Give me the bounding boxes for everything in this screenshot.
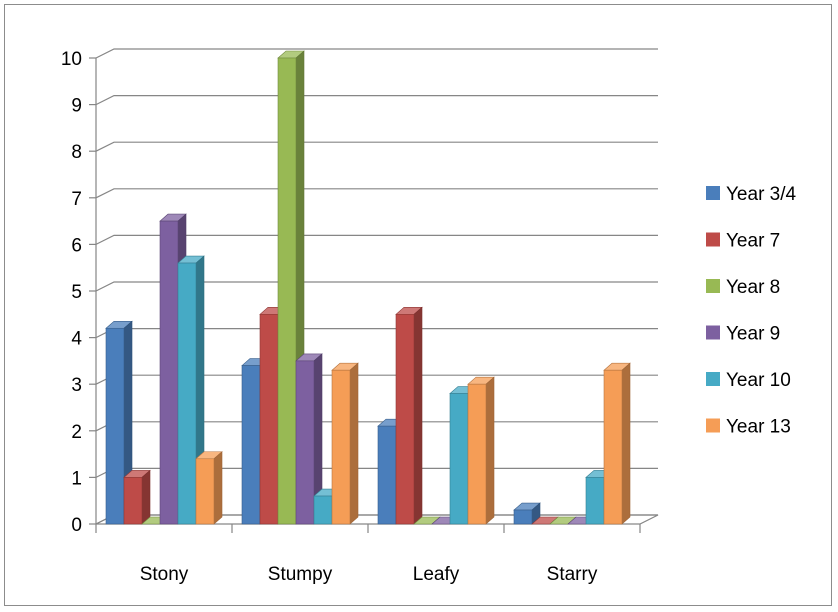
y-tick-label: 9 [71, 96, 82, 117]
bar-front [395, 313, 415, 525]
y-tick-label: 4 [71, 329, 82, 350]
legend-swatch [706, 372, 720, 386]
legend-swatch [706, 232, 720, 247]
axis-labels: 0 1 2 3 4 5 6 7 8 9 10 Stony Stumpy Leafy Starry [61, 49, 598, 585]
legend-label: Year 7 [726, 231, 780, 252]
y-tick-label: 2 [71, 422, 82, 443]
gridline [95, 234, 658, 245]
legend-swatch [706, 325, 720, 340]
y-tick-label: 7 [71, 189, 82, 210]
gridline [95, 188, 658, 199]
legend-label: Year 13 [726, 417, 791, 438]
legend-swatch [706, 418, 720, 433]
bar-front [377, 425, 397, 525]
x-category-label: Stony [140, 564, 189, 585]
bar-front [241, 365, 261, 525]
y-tick-label: 0 [71, 515, 82, 536]
bar-side [621, 362, 631, 525]
bar [331, 362, 359, 525]
bar-front [449, 393, 469, 525]
legend-label: Year 3/4 [726, 184, 797, 205]
bar-side [141, 469, 151, 525]
bar-side [213, 451, 223, 525]
bar-front [467, 383, 487, 525]
x-category-label: Leafy [413, 564, 460, 585]
bar [395, 306, 423, 525]
bar-front [313, 495, 333, 525]
bar-side [485, 376, 495, 525]
bars [105, 50, 631, 525]
bar-front [585, 477, 605, 525]
bar [195, 451, 223, 525]
bar-front [331, 369, 351, 525]
gridline [95, 281, 658, 292]
bar [513, 502, 541, 525]
gridline [95, 141, 658, 152]
y-tick-label: 6 [71, 235, 82, 256]
bar-front [513, 509, 533, 525]
y-tick-label: 10 [61, 49, 82, 70]
bar-side [349, 362, 359, 525]
legend: Year 3/4 Year 7 Year 8 Year 9 Year 10 Year 13 [706, 184, 797, 438]
bar-front [159, 220, 179, 525]
bar [467, 376, 495, 525]
legend-swatch [706, 186, 720, 200]
bar-front [105, 327, 125, 525]
legend-swatch [706, 279, 720, 293]
bar-front [259, 313, 279, 525]
bar-side [413, 306, 423, 525]
bar-front [295, 360, 315, 525]
y-tick-label: 8 [71, 142, 82, 163]
gridline [95, 94, 658, 106]
gridline [95, 48, 658, 59]
bar-front [177, 262, 197, 525]
x-category-label: Stumpy [268, 564, 333, 585]
y-tick-label: 3 [71, 375, 82, 396]
x-category-label: Starry [547, 564, 598, 585]
legend-label: Year 9 [726, 324, 780, 345]
bar [603, 362, 631, 525]
legend-label: Year 10 [726, 370, 791, 391]
y-tick-label: 5 [71, 282, 82, 303]
bar-front [603, 369, 623, 525]
bar-front [277, 57, 297, 525]
bar-front [195, 458, 215, 525]
legend-label: Year 8 [726, 277, 780, 298]
y-tick-label: 1 [71, 468, 82, 489]
bar [123, 469, 151, 525]
bar-front [123, 477, 143, 525]
